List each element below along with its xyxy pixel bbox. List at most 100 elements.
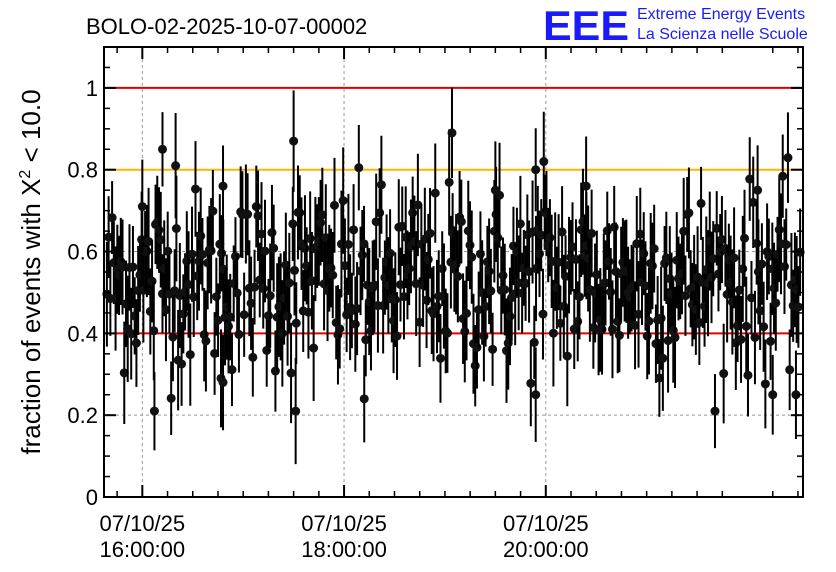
data-point xyxy=(774,225,784,235)
data-point xyxy=(107,213,117,223)
data-point xyxy=(465,240,475,250)
data-point xyxy=(498,271,508,281)
data-point xyxy=(177,359,187,369)
data-point xyxy=(390,295,400,305)
data-point xyxy=(670,332,680,342)
data-point xyxy=(239,310,249,320)
data-point xyxy=(757,259,767,269)
data-point xyxy=(661,253,671,263)
data-point xyxy=(680,291,690,301)
data-point xyxy=(208,206,218,216)
data-point xyxy=(488,344,498,354)
data-point xyxy=(250,282,260,292)
eee-logo: EEE Extreme Energy Events La Scienza nel… xyxy=(543,2,808,49)
data-point xyxy=(422,295,432,305)
data-point xyxy=(656,313,666,323)
x-tick-label-time: 20:00:00 xyxy=(503,537,589,562)
data-point xyxy=(307,276,317,286)
data-point xyxy=(303,307,313,317)
data-point xyxy=(760,379,770,389)
data-point xyxy=(171,223,181,233)
logo-line1: Extreme Energy Events xyxy=(637,6,805,23)
data-point xyxy=(694,318,704,328)
data-point xyxy=(649,244,659,254)
data-point xyxy=(442,328,452,338)
data-point xyxy=(614,330,624,340)
data-point xyxy=(535,249,545,259)
data-point xyxy=(545,233,555,243)
data-point xyxy=(748,197,758,207)
data-point xyxy=(573,316,583,326)
data-point xyxy=(736,334,746,344)
x-tick-label-date: 07/10/25 xyxy=(503,511,589,536)
data-point xyxy=(679,226,689,236)
axis-ticks xyxy=(104,47,803,498)
data-point xyxy=(734,285,744,295)
data-point xyxy=(291,318,301,328)
data-point xyxy=(196,231,206,241)
y-tick-label: 0.6 xyxy=(67,240,98,265)
data-point xyxy=(710,406,720,416)
data-point xyxy=(317,210,327,220)
data-point xyxy=(295,208,305,218)
data-point xyxy=(609,222,619,232)
data-point xyxy=(248,352,258,362)
data-point xyxy=(225,312,235,322)
data-point xyxy=(263,311,273,321)
data-point xyxy=(571,254,581,264)
data-point xyxy=(481,301,491,311)
data-point xyxy=(708,254,718,264)
y-tick-label: 0.8 xyxy=(67,158,98,183)
data-point xyxy=(752,238,762,248)
data-point xyxy=(420,234,430,244)
data-point xyxy=(684,208,694,218)
data-point xyxy=(574,292,584,302)
data-point xyxy=(526,378,536,388)
data-point xyxy=(131,338,141,348)
x-tick-label-time: 18:00:00 xyxy=(301,537,387,562)
data-point xyxy=(432,301,442,311)
data-point xyxy=(171,161,181,171)
x-tick-labels: 07/10/2516:00:0007/10/2518:00:0007/10/25… xyxy=(100,511,589,562)
data-point xyxy=(779,262,789,272)
data-point xyxy=(746,293,756,303)
data-point xyxy=(269,243,279,253)
data-point xyxy=(538,309,548,319)
data-point xyxy=(785,365,795,375)
data-point xyxy=(258,284,268,294)
data-point xyxy=(462,308,472,318)
data-point xyxy=(230,251,240,261)
data-point xyxy=(399,292,409,302)
data-point xyxy=(568,242,578,252)
data-point xyxy=(137,202,147,212)
data-point xyxy=(119,368,129,378)
data-point xyxy=(531,390,541,400)
data-point xyxy=(644,316,654,326)
data-point xyxy=(283,311,293,321)
data-point xyxy=(354,163,364,173)
data-point xyxy=(430,188,440,198)
data-point xyxy=(206,246,216,256)
data-point xyxy=(750,332,760,342)
data-point xyxy=(126,329,136,339)
data-point xyxy=(246,298,256,308)
x-tick-label-date: 07/10/25 xyxy=(100,511,186,536)
data-point xyxy=(444,177,454,187)
chart-title: BOLO-02-2025-10-07-00002 xyxy=(86,14,367,39)
data-point xyxy=(270,366,280,376)
data-point xyxy=(470,361,480,371)
data-point xyxy=(187,249,197,259)
data-point xyxy=(149,326,159,336)
data-point xyxy=(783,153,793,163)
data-point xyxy=(515,219,525,229)
data-point xyxy=(587,228,597,238)
data-point xyxy=(539,157,549,167)
data-point xyxy=(190,184,200,194)
y-tick-label: 0.4 xyxy=(67,321,98,346)
data-point xyxy=(142,246,152,256)
data-point xyxy=(663,336,673,346)
data-point xyxy=(243,209,253,219)
y-axis-label: fraction of events with X2 < 10.0 xyxy=(16,89,46,454)
data-point xyxy=(316,218,326,228)
data-point xyxy=(128,262,138,272)
